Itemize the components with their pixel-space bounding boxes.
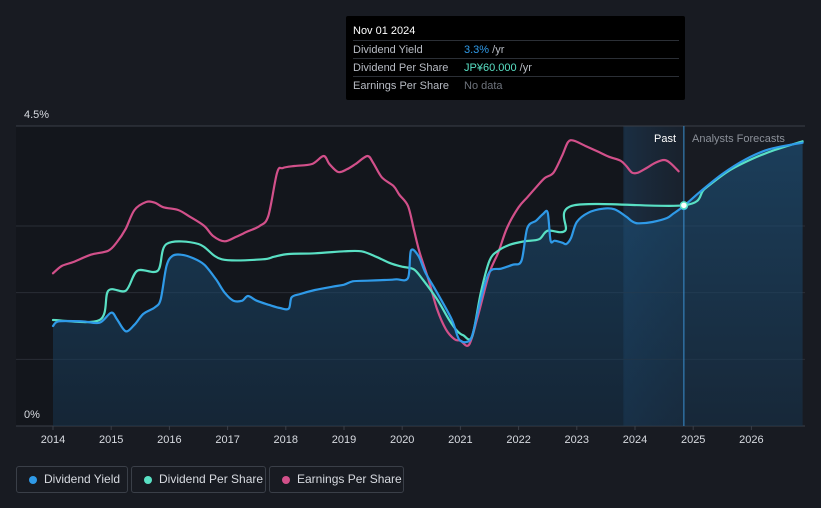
tooltip-value: JP¥60.000 /yr <box>464 59 532 77</box>
x-tick-label: 2018 <box>274 434 298 446</box>
legend-item-earnings-per-share[interactable]: Earnings Per Share <box>269 466 404 493</box>
tooltip-label: Dividend Yield <box>353 44 423 56</box>
x-axis: 2014 2015 2016 2017 2018 2019 2020 2021 2022 2023… <box>41 426 764 446</box>
earnings-per-share-line <box>51 139 680 347</box>
x-tick-label: 2015 <box>99 434 123 446</box>
tooltip-label: Dividend Per Share <box>353 62 449 74</box>
tooltip: Nov 01 2024 Dividend Yield 3.3% /yr Divi… <box>346 16 685 100</box>
legend-dot-icon <box>29 476 37 484</box>
legend-item-dividend-per-share[interactable]: Dividend Per Share <box>131 466 266 493</box>
legend-label: Dividend Per Share <box>159 472 264 486</box>
tooltip-value-text: No data <box>464 80 503 92</box>
x-tick-label: 2017 <box>215 434 239 446</box>
tooltip-label: Earnings Per Share <box>353 80 449 92</box>
tooltip-unit: /yr <box>489 44 505 56</box>
legend-item-dividend-yield[interactable]: Dividend Yield <box>16 466 128 493</box>
x-tick-label: 2023 <box>565 434 589 446</box>
x-tick-label: 2014 <box>41 434 65 446</box>
x-tick-label: 2021 <box>448 434 472 446</box>
dividend-per-share-marker <box>679 201 689 210</box>
series-lines <box>51 139 804 347</box>
x-tick-label: 2024 <box>623 434 647 446</box>
x-tick-label: 2019 <box>332 434 356 446</box>
legend-label: Dividend Yield <box>44 472 121 486</box>
tooltip-row-dividend-yield: Dividend Yield 3.3% /yr <box>353 40 679 59</box>
legend-dot-icon <box>282 476 290 484</box>
dividend-yield-line <box>51 141 804 344</box>
y-axis-top-label: 4.5% <box>24 109 49 121</box>
tooltip-unit: /yr <box>516 62 532 74</box>
dividend-per-share-line <box>51 140 804 341</box>
markers <box>679 201 689 211</box>
x-tick-label: 2020 <box>390 434 414 446</box>
forecast-label: Analysts Forecasts <box>692 133 785 145</box>
legend-label: Earnings Per Share <box>297 472 402 486</box>
tooltip-value: No data <box>464 77 503 95</box>
x-tick-label: 2016 <box>157 434 181 446</box>
x-tick-label: 2025 <box>681 434 705 446</box>
tooltip-row-dividend-per-share: Dividend Per Share JP¥60.000 /yr <box>353 58 679 77</box>
tooltip-value-text: JP¥60.000 <box>464 62 517 74</box>
x-tick-label: 2022 <box>506 434 530 446</box>
tooltip-row-earnings-per-share: Earnings Per Share No data <box>353 76 679 95</box>
x-tick-label: 2026 <box>739 434 763 446</box>
y-axis-bottom-label: 0% <box>24 409 40 421</box>
past-label: Past <box>654 133 676 145</box>
legend-dot-icon <box>144 476 152 484</box>
tooltip-value: 3.3% /yr <box>464 41 504 59</box>
tooltip-date: Nov 01 2024 <box>353 25 416 37</box>
tooltip-value-text: 3.3% <box>464 44 490 56</box>
